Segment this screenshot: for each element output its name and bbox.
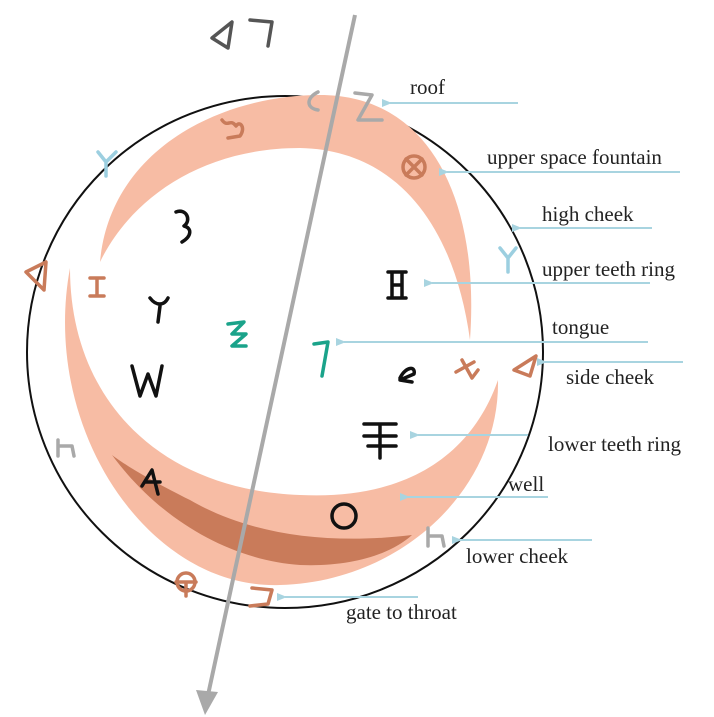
- label: side cheek: [566, 365, 655, 389]
- label: lower cheek: [466, 544, 569, 568]
- label: upper space fountain: [487, 145, 662, 169]
- label: roof: [410, 75, 445, 99]
- label: tongue: [552, 315, 609, 339]
- label: gate to throat: [346, 600, 457, 624]
- axis-arrowhead: [196, 690, 218, 715]
- label: lower teeth ring: [548, 432, 681, 456]
- label: well: [508, 472, 544, 496]
- diagram: roof upper space fountain high cheek upp…: [0, 0, 714, 717]
- label: high cheek: [542, 202, 634, 226]
- label: upper teeth ring: [542, 257, 675, 281]
